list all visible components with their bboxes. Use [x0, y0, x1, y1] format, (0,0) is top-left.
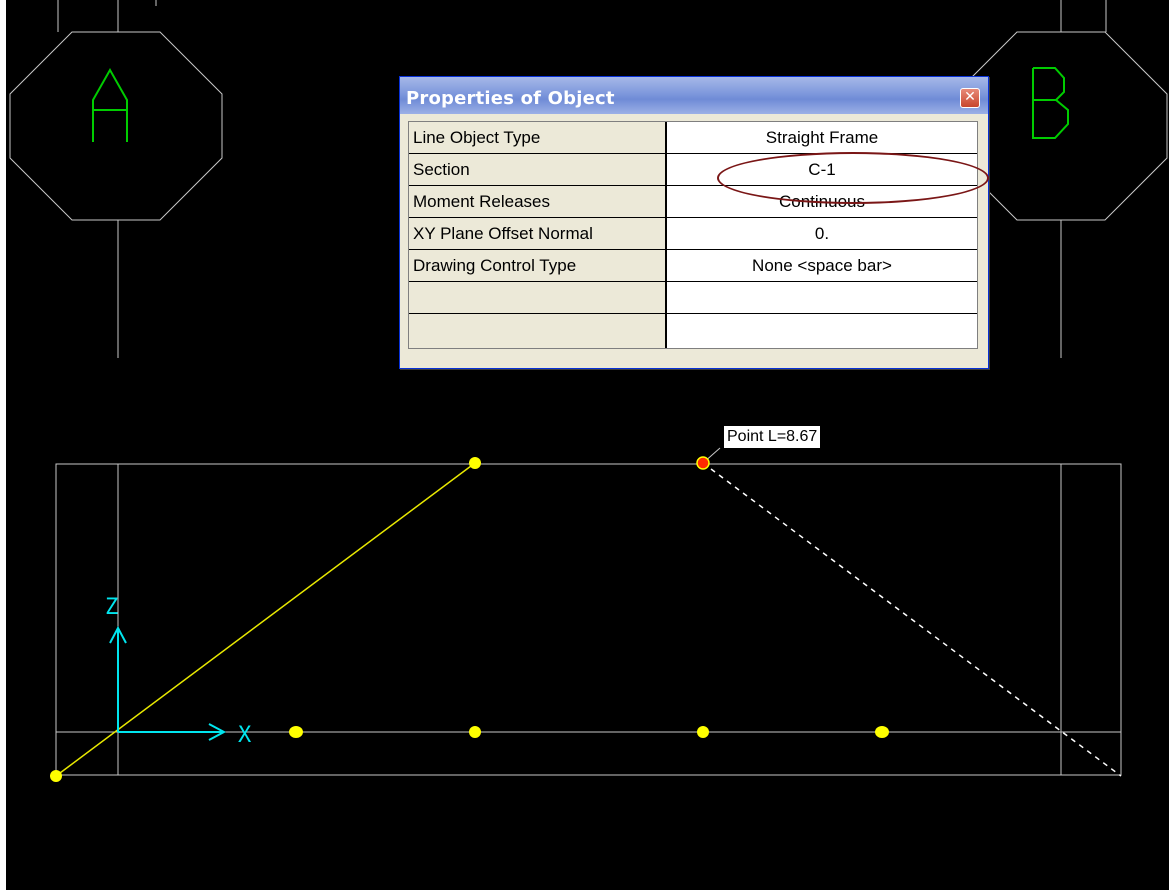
- joint[interactable]: [50, 770, 62, 782]
- property-value[interactable]: Straight Frame: [765, 128, 879, 147]
- grid-bubble-a-letter: [92, 67, 128, 142]
- property-row-drawing-control-type[interactable]: Drawing Control Type None <space bar>: [409, 250, 977, 282]
- property-value[interactable]: 0.: [814, 224, 830, 243]
- joint[interactable]: [469, 457, 481, 469]
- property-value[interactable]: None <space bar>: [752, 256, 892, 275]
- joint[interactable]: [469, 726, 481, 738]
- close-icon[interactable]: ✕: [960, 88, 980, 108]
- z-axis-label: Z: [105, 595, 118, 620]
- properties-grid: Line Object Type Straight Frame Section …: [408, 121, 989, 349]
- property-key: XY Plane Offset Normal: [409, 218, 667, 249]
- drawing-canvas[interactable]: Z X: [6, 0, 1169, 890]
- dialog-titlebar[interactable]: Properties of Object ✕: [400, 77, 988, 114]
- property-key: Line Object Type: [409, 122, 667, 153]
- property-row-moment-releases[interactable]: Moment Releases Continuous: [409, 186, 977, 218]
- property-key: Drawing Control Type: [409, 250, 667, 281]
- joints[interactable]: [50, 456, 889, 782]
- frame-line[interactable]: [55, 462, 476, 777]
- joint[interactable]: [875, 726, 889, 738]
- property-row-empty: [409, 314, 977, 348]
- dialog-title: Properties of Object: [406, 88, 615, 109]
- joint[interactable]: [697, 726, 709, 738]
- property-key: Moment Releases: [409, 186, 667, 217]
- properties-dialog[interactable]: Properties of Object ✕ Line Object Type …: [399, 76, 989, 369]
- property-key: Section: [409, 154, 667, 185]
- property-key: [409, 282, 667, 313]
- grid-bubble-a[interactable]: [9, 0, 223, 358]
- z-axis-arrow: [109, 625, 127, 644]
- grid-bubble-b-letter: [1032, 67, 1069, 139]
- x-axis-label: X: [238, 723, 252, 748]
- property-row-section[interactable]: Section C-1: [409, 154, 977, 186]
- bubble-outline: [9, 31, 223, 221]
- joint-selected[interactable]: [696, 456, 710, 470]
- property-value: [667, 282, 977, 313]
- snap-tooltip: Point L=8.67: [723, 425, 822, 449]
- x-axis-arrow: [208, 723, 227, 741]
- property-value[interactable]: Continuous: [778, 192, 865, 211]
- property-key: [409, 314, 667, 348]
- coordinate-axes: Z X: [105, 595, 252, 748]
- property-value[interactable]: C-1: [808, 160, 836, 179]
- joint[interactable]: [289, 726, 303, 738]
- property-row-xy-plane-offset[interactable]: XY Plane Offset Normal 0.: [409, 218, 977, 250]
- property-value: [667, 314, 977, 345]
- rubber-band-line: [702, 462, 1122, 777]
- property-row-empty: [409, 282, 977, 314]
- grid-outline: [55, 463, 1122, 776]
- property-row-line-object-type[interactable]: Line Object Type Straight Frame: [409, 122, 977, 154]
